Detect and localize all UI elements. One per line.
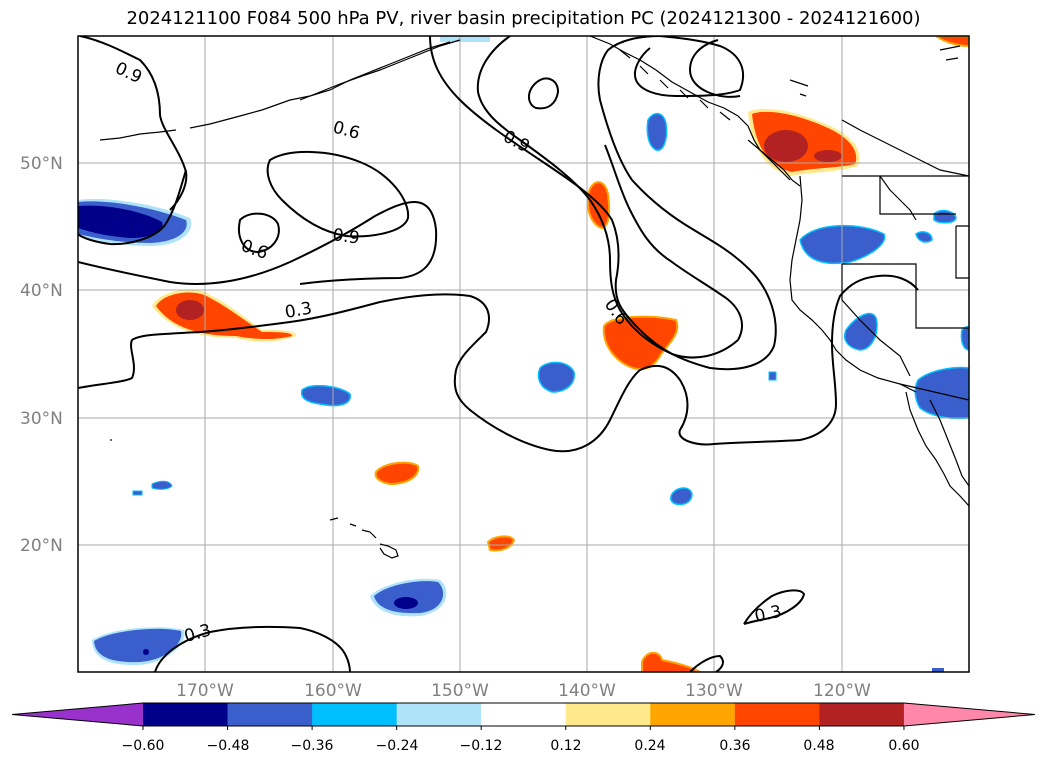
colorbar-tick: 0.12: [550, 738, 581, 754]
lon-tick: 150°W: [431, 681, 489, 701]
positive-anomaly-patch: [934, 36, 969, 48]
colorbar-segment: [227, 703, 313, 726]
map-title: 2024121100 F084 500 hPa PV, river basin …: [126, 8, 921, 29]
colorbar-segment: [481, 703, 567, 726]
colorbar-tick: −0.48: [207, 738, 250, 754]
positive-anomaly-patch: [602, 315, 679, 371]
negative-anomaly-patch: [300, 384, 351, 407]
negative-anomaly-patch: [78, 199, 192, 246]
positive-anomaly-patch: [152, 289, 296, 342]
negative-anomaly-patch: [914, 366, 969, 420]
colorbar-segment: [565, 703, 651, 726]
colorbar-tick: −0.12: [460, 738, 503, 754]
lat-tick-labels: 50°N 40°N 30°N 20°N: [20, 154, 63, 556]
positive-anomaly-patch: [486, 535, 516, 552]
contour-label: 0.3: [283, 299, 313, 323]
colorbar-extend-max: [903, 703, 1035, 726]
colorbar-tick: −0.36: [291, 738, 334, 754]
negative-anomaly-patch: [646, 112, 668, 151]
negative-anomaly-patch: [932, 668, 944, 672]
negative-anomaly-patch: [92, 627, 185, 666]
colorbar-segment: [819, 703, 905, 726]
colorbar-tick: 0.60: [888, 738, 919, 754]
negative-anomaly-patch: [844, 312, 878, 351]
colorbar-tick: 0.36: [719, 738, 750, 754]
colorbar-segment: [143, 703, 229, 726]
positive-anomaly-patch: [748, 108, 860, 176]
negative-anomaly-patch: [370, 578, 447, 617]
negative-anomaly-patch: [151, 480, 173, 490]
graticule: [78, 36, 969, 672]
lon-tick: 120°W: [813, 681, 871, 701]
colorbar-extend-min: [12, 703, 143, 726]
negative-anomaly-patch: [670, 487, 693, 506]
colorbar-tick: 0.48: [803, 738, 834, 754]
colorbar-segment: [396, 703, 482, 726]
lat-tick: 40°N: [20, 281, 63, 301]
negative-anomaly-patch: [933, 209, 957, 224]
colorbar-tick: 0.24: [634, 738, 665, 754]
lat-tick: 20°N: [20, 536, 63, 556]
negative-anomaly-patch: [537, 361, 575, 393]
contour-label: 0.9: [331, 225, 361, 249]
negative-anomaly-patch: [132, 490, 143, 496]
colorbar-segment: [312, 703, 398, 726]
lat-tick: 30°N: [20, 409, 63, 429]
lon-tick: 130°W: [685, 681, 743, 701]
positive-anomaly-patch: [374, 461, 420, 486]
lon-tick: 140°W: [558, 681, 616, 701]
colorbar-tick: −0.24: [376, 738, 419, 754]
colorbar-tick: −0.60: [122, 738, 165, 754]
positive-anomaly-patch: [641, 651, 702, 672]
colorbar-segment: [650, 703, 736, 726]
map-plot-area: 0.9 0.6 0.9 0.6 0.9 0.6 0.3 0.3 0.3: [78, 36, 969, 672]
lon-tick: 160°W: [304, 681, 362, 701]
pv-contours: [78, 36, 919, 672]
lon-tick: 170°W: [176, 681, 234, 701]
colorbar-segment: [734, 703, 820, 726]
colorbar: [11, 702, 1036, 730]
lat-tick: 50°N: [20, 154, 63, 174]
colorbar-tick-labels: −0.60 −0.48 −0.36 −0.24 −0.12 0.12 0.24 …: [122, 738, 920, 754]
map-frame: [77, 35, 970, 673]
negative-anomaly-patch: [440, 36, 490, 42]
negative-anomaly-patch: [768, 371, 777, 381]
negative-anomaly-patch: [915, 231, 933, 243]
lon-tick-labels: 170°W 160°W 150°W 140°W 130°W 120°W: [176, 681, 871, 701]
